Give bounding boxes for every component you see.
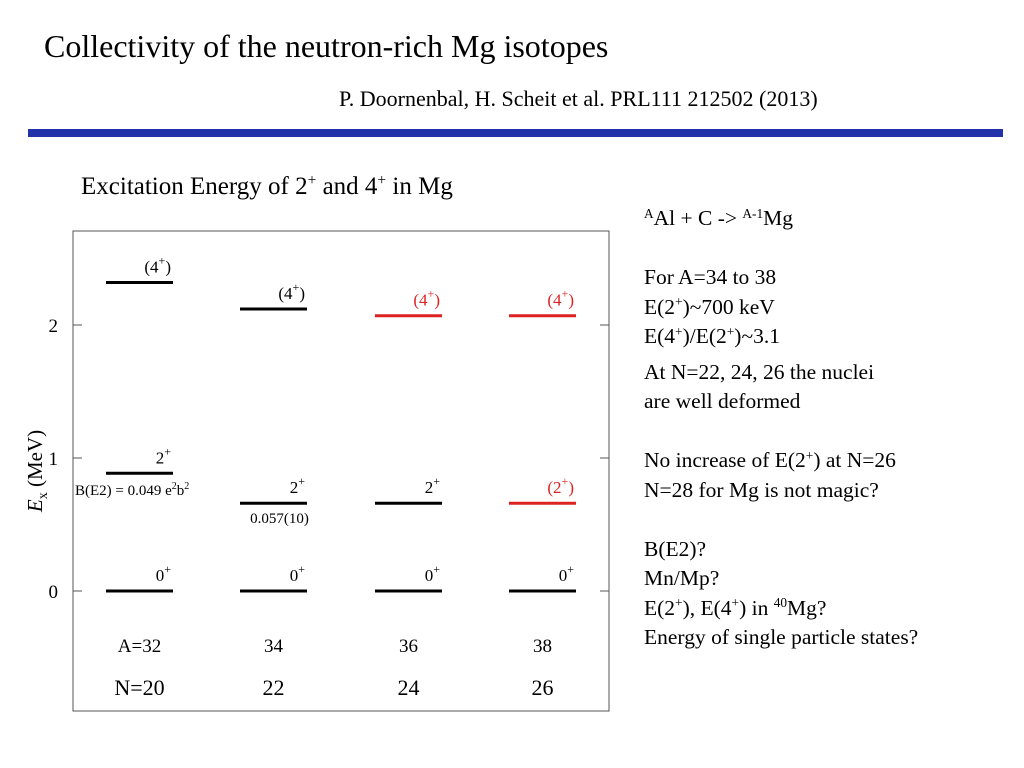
note-line: are well deformed xyxy=(644,389,801,413)
note-text: ) in xyxy=(739,595,774,620)
note-line: Energy of single particle states? xyxy=(644,625,919,649)
slide-title: Collectivity of the neutron-rich Mg isot… xyxy=(44,28,609,64)
y-axis-label: Ex (MeV) xyxy=(23,430,51,513)
level-label-(4+): (4+) xyxy=(547,287,574,310)
note-sup: + xyxy=(805,447,814,463)
level-label-0+: 0+ xyxy=(425,562,441,585)
neutron-label-22: 22 xyxy=(263,675,285,700)
note-line: AAl + C -> A-1Mg xyxy=(644,204,918,234)
mass-label-A=32: A=32 xyxy=(118,636,161,657)
note-text: E(2 xyxy=(644,595,676,620)
note-line: N=28 for Mg is not magic? xyxy=(644,477,879,502)
note-text: E(2 xyxy=(644,294,676,319)
mass-label-38: 38 xyxy=(533,636,552,657)
title-rule xyxy=(28,129,1003,137)
chart-title-post: in Mg xyxy=(386,173,453,200)
level-label-0+: 0+ xyxy=(156,562,172,585)
level-label-0+: 0+ xyxy=(290,562,306,585)
note-text: )~700 keV xyxy=(682,294,775,319)
neutron-label-N=20: N=20 xyxy=(114,675,164,700)
note-text: )~3.1 xyxy=(734,324,780,348)
chart-title: Excitation Energy of 2+ and 4+ in Mg xyxy=(81,173,453,201)
note-text: No increase of E(2 xyxy=(644,448,806,472)
y-axis-label-sub: x xyxy=(36,492,51,499)
note-sup: A xyxy=(644,205,654,221)
neutron-label-24: 24 xyxy=(398,675,420,700)
note-sup: 40 xyxy=(773,595,788,611)
chart-title-sup2: + xyxy=(377,172,387,190)
level-label-2+: 2+ xyxy=(425,474,441,497)
note-text: E(4 xyxy=(644,324,676,348)
be2-value-34: 0.057(10) xyxy=(250,511,309,527)
note-line: B(E2)? xyxy=(644,536,707,561)
note-line: For A=34 to 38 xyxy=(644,265,777,289)
note-spacer xyxy=(644,417,918,447)
level-label-(4+): (4+) xyxy=(278,280,305,303)
note-text: )/E(2 xyxy=(682,324,727,348)
neutron-label-26: 26 xyxy=(532,675,554,700)
be2-annotation: B(E2) = 0.049 e2b2 xyxy=(75,481,189,499)
level-label-(4+): (4+) xyxy=(144,253,171,276)
chart-title-sup1: + xyxy=(307,172,317,190)
note-spacer xyxy=(644,505,918,535)
note-text: ) at N=26 xyxy=(813,448,896,472)
y-tick-label-2: 2 xyxy=(49,316,59,337)
level-label-(4+): (4+) xyxy=(413,287,440,310)
chart-title-mid: and 4 xyxy=(316,173,378,200)
note-sup: + xyxy=(675,323,683,339)
note-spacer xyxy=(644,234,918,264)
note-line: At N=22, 24, 26 the nuclei xyxy=(644,359,875,384)
level-label-2+: 2+ xyxy=(156,444,172,467)
note-sup: A-1 xyxy=(742,205,764,221)
note-sup: + xyxy=(675,595,683,611)
level-label-0+: 0+ xyxy=(559,562,575,585)
chart-title-pre: Excitation Energy of 2 xyxy=(81,173,308,200)
note-sup: + xyxy=(731,595,740,611)
y-axis-label-main: E xyxy=(23,499,47,513)
mass-label-34: 34 xyxy=(264,636,284,657)
note-text: Mg? xyxy=(787,595,827,620)
y-axis-label-unit: (MeV) xyxy=(23,430,47,492)
note-line: Mn/Mp? xyxy=(644,566,720,590)
note-text: Al + C -> xyxy=(653,206,743,230)
y-tick-label-1: 1 xyxy=(49,449,59,470)
level-label-(2+): (2+) xyxy=(547,474,574,497)
plot-frame xyxy=(72,230,610,712)
note-sup: + xyxy=(675,294,683,310)
note-line: E(4+)/E(2+)~3.1 xyxy=(644,322,918,352)
note-text: Mg xyxy=(763,206,794,230)
level-label-2+: 2+ xyxy=(290,474,306,497)
y-tick-label-0: 0 xyxy=(49,582,59,603)
note-line: E(2+)~700 keV xyxy=(644,293,918,323)
note-line: No increase of E(2+) at N=26 xyxy=(644,446,918,476)
note-line: E(2+), E(4+) in 40Mg? xyxy=(644,594,918,624)
mass-label-36: 36 xyxy=(399,636,418,657)
note-sup: + xyxy=(726,323,735,339)
slide-reference: P. Doornenbal, H. Scheit et al. PRL111 2… xyxy=(339,86,818,111)
notes-panel: AAl + C -> A-1Mg For A=34 to 38 E(2+)~700 … xyxy=(644,204,918,653)
note-text: ), E(4 xyxy=(682,595,732,620)
